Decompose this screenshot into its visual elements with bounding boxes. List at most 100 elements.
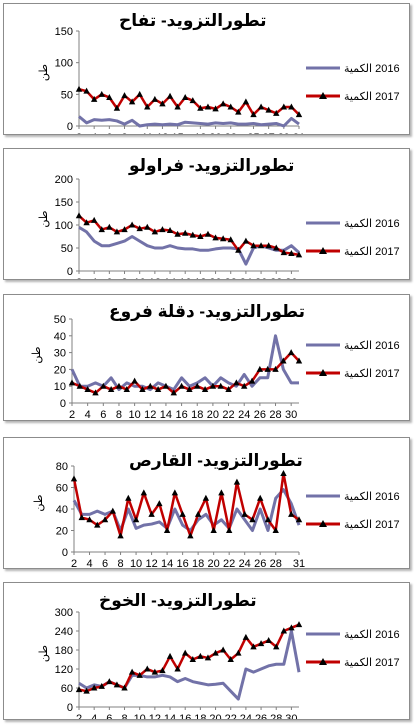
legend: 2016 الكمية 2017 الكمية — [304, 490, 408, 546]
series-2016-line — [78, 115, 300, 128]
series-2017-point — [235, 108, 242, 115]
x-tick-label: 8 — [121, 132, 127, 134]
x-tick-label: 6 — [100, 409, 106, 420]
x-tick-label: 6 — [106, 132, 112, 134]
series-2017-point — [106, 223, 113, 230]
series-2017-point — [219, 100, 227, 107]
x-tick-label: 18 — [194, 132, 206, 134]
series-2017-point — [182, 649, 189, 656]
x-tick-label: 20 — [207, 409, 219, 420]
y-tick-label: 60 — [61, 683, 73, 695]
series-2017-point — [209, 382, 217, 389]
y-tick-label: 100 — [55, 220, 73, 232]
y-axis-label: طن — [31, 346, 43, 363]
series-2017-line — [78, 88, 300, 116]
series-2017-point — [233, 478, 241, 485]
series-2017-point — [257, 494, 264, 501]
legend-label-2017: 2017 الكمية — [344, 368, 400, 380]
series-2017-point — [174, 665, 181, 672]
legend: 2016 الكمية 2017 الكمية — [304, 62, 408, 118]
y-tick-label: 150 — [55, 197, 73, 209]
y-axis-label: طن — [38, 210, 50, 227]
x-tick-label: 6 — [106, 277, 112, 279]
series-2017-point — [241, 510, 248, 517]
x-tick-label: 16 — [179, 713, 191, 719]
series-2017-point — [92, 389, 99, 396]
series-2017-point — [128, 98, 136, 105]
legend-item-2016: 2016 الكمية — [304, 490, 408, 504]
series-2017-point — [90, 684, 98, 691]
series-2017-point — [132, 516, 140, 523]
x-tick-label: 12 — [144, 409, 156, 420]
y-tick-label: 120 — [55, 664, 73, 676]
series-2017-point — [90, 216, 98, 223]
series-2017-point — [113, 681, 121, 688]
y-tick-label: 300 — [55, 607, 73, 619]
series-2017-point — [242, 633, 250, 640]
chart-panel-strawberry: 050100150200طن24681012141618202224262830… — [3, 148, 410, 280]
series-2017-point — [144, 223, 151, 230]
series-2017-point — [257, 242, 265, 249]
series-2017-point — [107, 386, 115, 393]
series-2017-point — [194, 510, 202, 517]
x-tick-label: 4 — [86, 558, 92, 568]
y-tick-label: 40 — [56, 504, 68, 516]
x-tick-label: 14 — [164, 277, 176, 279]
y-axis-label: طن — [38, 645, 50, 662]
legend-item-2017: 2017 الكمية — [304, 245, 408, 259]
x-tick-label: 28 — [270, 277, 282, 279]
series-2017-point — [98, 682, 105, 689]
series-2017-point — [151, 668, 159, 675]
x-tick-label: 24 — [238, 409, 250, 420]
series-2017-point — [202, 494, 210, 501]
y-axis-label: طن — [38, 64, 50, 81]
series-2017-point — [197, 104, 204, 111]
series-2017-point — [212, 649, 219, 656]
legend: 2016 الكمية 2017 الكمية — [304, 628, 408, 684]
x-tick-label: 18 — [192, 558, 204, 568]
x-tick-label: 12 — [149, 277, 161, 279]
series-2017-point — [212, 234, 219, 241]
series-2017-point — [154, 386, 162, 393]
series-2017-point — [250, 242, 257, 249]
series-2017-point — [83, 687, 90, 694]
series-2017-point — [136, 225, 143, 232]
series-2017-point — [272, 365, 279, 372]
series-2017-point — [265, 637, 272, 643]
y-tick-label: 20 — [56, 526, 68, 538]
x-tick-label: 22 — [225, 132, 237, 134]
series-2017-point — [113, 104, 121, 111]
series-2017-point — [280, 249, 288, 256]
series-2017-point — [204, 654, 212, 661]
series-2017-point — [83, 87, 90, 94]
series-2017-point — [187, 532, 194, 539]
x-tick-label: 2 — [76, 277, 82, 279]
series-2017-point — [75, 686, 83, 693]
y-tick-label: 0 — [62, 547, 68, 559]
x-tick-label: 26 — [255, 277, 267, 279]
series-2017-point — [121, 684, 128, 691]
series-2017-point — [219, 646, 227, 653]
series-2017-point — [90, 95, 98, 102]
legend-item-2016: 2016 الكمية — [304, 339, 408, 353]
series-2017-point — [250, 111, 257, 118]
series-2017-point — [121, 226, 128, 233]
series-2017-point — [249, 516, 256, 523]
series-2017-point — [128, 221, 136, 228]
series-2017-point — [106, 94, 113, 100]
legend-label-2016: 2016 الكمية — [344, 218, 400, 230]
series-2017-point — [75, 85, 83, 92]
x-tick-label: 31 — [293, 132, 305, 134]
series-2017-point — [288, 103, 295, 110]
series-2017-point — [156, 500, 163, 507]
x-tick-label: 22 — [223, 558, 235, 568]
series-2017-point — [123, 386, 130, 393]
series-2017-point — [235, 649, 242, 656]
series-2017-point — [225, 527, 233, 533]
x-tick-label: 22 — [222, 409, 234, 420]
series-2017-point — [117, 532, 124, 539]
series-2017-point — [115, 382, 123, 389]
x-tick-label: 13 — [156, 132, 168, 134]
series-2017-point — [241, 382, 248, 389]
x-tick-label: 24 — [240, 277, 252, 279]
